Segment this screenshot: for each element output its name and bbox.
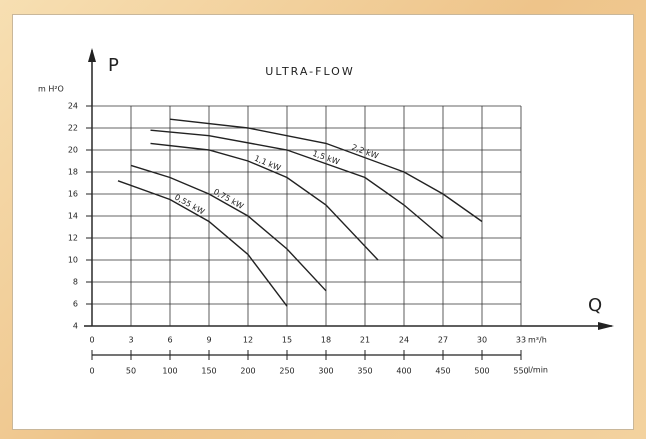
y-tick-label: 12 [68,234,78,243]
x2-tick-label: 500 [474,367,489,376]
x-tick-label: 18 [321,336,331,345]
card [12,14,634,430]
x2-tick-label: 0 [89,367,94,376]
x2-tick-label: 450 [435,367,450,376]
y-tick-label: 4 [73,322,78,331]
y-tick-label: 22 [68,124,78,133]
x-tick-label: 30 [477,336,487,345]
y-unit: m H²O [38,85,64,94]
x-tick-label: 15 [282,336,292,345]
x2-tick-label: 350 [357,367,372,376]
y-tick-label: 14 [68,212,78,221]
y-tick-label: 16 [68,190,78,199]
x-tick-label: 0 [89,336,94,345]
y-tick-label: 24 [68,102,78,111]
x2-unit: l/min [528,366,548,375]
x-axis-label: Q [588,295,602,316]
y-tick-label: 6 [73,300,78,309]
curve [130,164,327,292]
x-tick-label: 12 [243,336,253,345]
y-axis-label: P [108,55,119,76]
chart-title: ULTRA-FLOW [265,65,354,78]
x-tick-label: 27 [438,336,448,345]
x2-tick-label: 250 [279,367,294,376]
x2-tick-label: 550 [513,367,528,376]
x-tick-label: 33 [516,336,526,345]
curve [169,118,483,223]
curve [150,142,379,261]
x-arrow [598,322,614,330]
x2-tick-label: 300 [318,367,333,376]
y-arrow [88,48,96,62]
x-tick-label: 9 [206,336,211,345]
x2-tick-label: 100 [162,367,177,376]
y-tick-label: 10 [68,256,78,265]
x2-tick-label: 200 [240,367,255,376]
curve [150,129,444,239]
y-tick-label: 18 [68,168,78,177]
curve [117,180,288,307]
y-tick-label: 20 [68,146,78,155]
x-unit: m³/h [528,336,547,345]
x-tick-label: 21 [360,336,370,345]
x2-tick-label: 400 [396,367,411,376]
y-tick-label: 8 [73,278,78,287]
x-tick-label: 24 [399,336,409,345]
x-tick-label: 3 [128,336,133,345]
x2-tick-label: 50 [126,367,136,376]
x-tick-label: 6 [167,336,172,345]
x2-tick-label: 150 [201,367,216,376]
